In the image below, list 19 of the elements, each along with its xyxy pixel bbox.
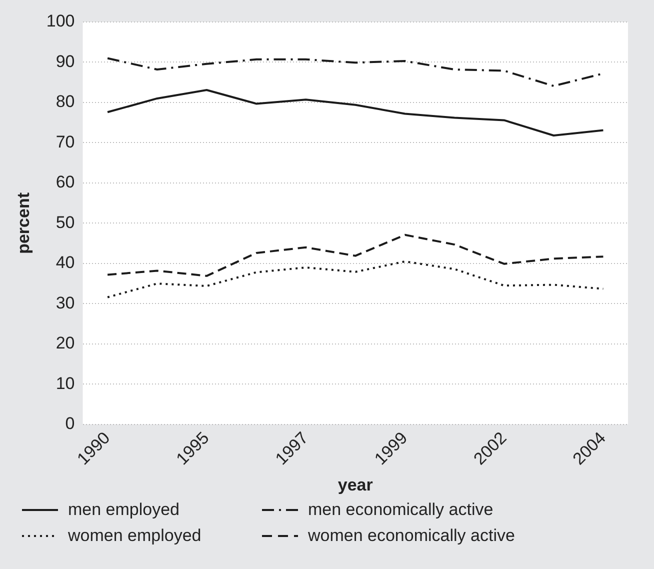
line-series <box>106 260 604 298</box>
y-tick-label: 90 <box>56 52 75 71</box>
y-tick-label: 10 <box>56 374 75 393</box>
legend-label: women employed <box>68 526 202 546</box>
y-tick-label: 60 <box>56 172 75 192</box>
y-tick-label: 20 <box>56 334 75 353</box>
y-axis-title: percent <box>14 192 33 254</box>
y-tick-label: 70 <box>56 132 75 152</box>
y-tick-label: 50 <box>56 212 75 232</box>
legend-label: women economically active <box>308 526 515 546</box>
y-tick-label: 100 <box>46 12 75 31</box>
x-axis-title: year <box>338 475 374 494</box>
legend-label: men economically active <box>308 500 494 520</box>
y-tick-label: 80 <box>56 92 75 112</box>
line-series <box>106 234 604 277</box>
y-tick-label: 40 <box>56 253 75 272</box>
legend-label: men employed <box>68 500 180 520</box>
y-tick-label: 30 <box>56 293 75 312</box>
y-tick-label: 0 <box>65 414 75 434</box>
